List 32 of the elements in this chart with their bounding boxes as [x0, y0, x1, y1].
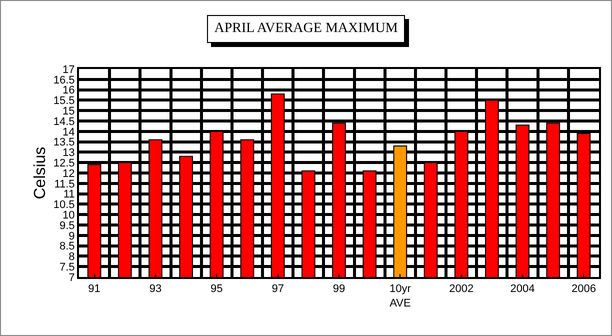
- x-tick-label: 97: [272, 283, 284, 296]
- x-tick-label: 93: [149, 283, 162, 296]
- y-tick-label: 15.5: [53, 95, 75, 108]
- y-tick-label: 16: [62, 84, 75, 97]
- y-tick-label: 8.5: [60, 240, 75, 253]
- y-tick-label: 11: [63, 188, 75, 201]
- x-tick-label: 95: [210, 283, 223, 296]
- y-tick-label: 7: [68, 272, 75, 284]
- y-tick-label: 12: [62, 168, 75, 180]
- x-tick-label: 2004: [510, 283, 535, 296]
- y-tick-label: 14: [62, 126, 75, 138]
- y-tick-label: 17: [62, 64, 75, 76]
- y-tick-label: 13.5: [53, 136, 75, 149]
- x-tick-label: 91: [88, 283, 100, 296]
- x-tick-label: 2006: [571, 283, 596, 296]
- y-tick-label: 10: [62, 209, 75, 222]
- y-tick-label: 15: [62, 105, 75, 118]
- y-tick-label: 14.5: [53, 116, 75, 128]
- x-tick-label: 99: [332, 283, 346, 296]
- y-tick-label: 7.5: [60, 261, 75, 274]
- y-axis-title: Celsius: [32, 146, 49, 200]
- y-tick-label: 12.5: [53, 157, 75, 170]
- y-tick-label: 13: [62, 147, 75, 160]
- y-tick-label: 9: [68, 230, 75, 242]
- y-tick-label: 10.5: [53, 199, 75, 212]
- chart-title: APRIL AVERAGE MAXIMUM: [207, 15, 405, 43]
- y-tick-label: 8: [68, 251, 75, 264]
- x-tick-label: 2002: [449, 283, 474, 296]
- x-tick-label: 10yr AVE: [389, 283, 412, 310]
- y-tick-label: 9.5: [60, 220, 75, 232]
- y-tick-label: 16.5: [53, 74, 75, 86]
- y-tick-label: 11.5: [54, 178, 75, 190]
